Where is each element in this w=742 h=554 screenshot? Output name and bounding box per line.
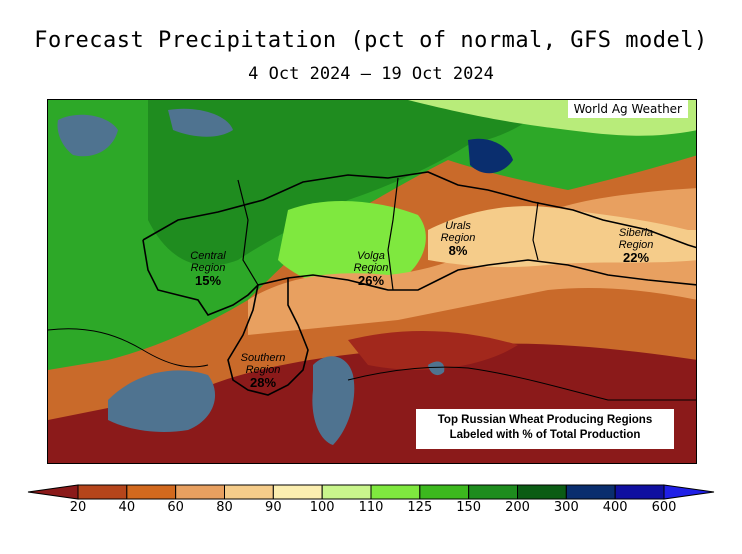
credit-label: World Ag Weather [567,100,688,118]
legend-tick-label: 100 [309,500,335,515]
legend-swatch [370,484,421,500]
legend-swatch [517,484,567,500]
legend-swatch [77,484,128,500]
region-border-south [142,239,696,316]
country-border-ukraine [48,328,209,368]
internal-border-2 [387,177,399,291]
legend-tick-label: 90 [265,500,282,515]
legend-swatch [565,484,616,500]
southern-region-border [227,278,309,396]
internal-border-3 [532,201,539,261]
legend-tick-label: 400 [602,500,628,515]
legend-tick-label: 125 [407,500,433,515]
region-label-urals: Urals Region 8% [440,220,476,258]
lake-ladoga [168,108,233,137]
legend-swatch [175,484,226,500]
precipitation-map: World Ag Weather Central Region 15% Volg… [47,99,697,464]
legend-swatch [419,484,470,500]
legend-tick-label: 150 [456,500,482,515]
date-range: 4 Oct 2024 — 19 Oct 2024 [248,64,494,84]
very-wet-spot [468,138,513,174]
legend-tick-label: 200 [505,500,530,515]
region-border-north [142,171,696,249]
legend-tick-label: 600 [651,500,677,515]
region-label-volga: Volga Region 26% [353,250,389,288]
caspian-sea [312,356,355,445]
legend-arrow-left [27,484,79,500]
legend-swatch [224,484,274,500]
legend-tick-label: 110 [358,500,384,515]
chart-title: Forecast Precipitation (pct of normal, G… [34,28,708,53]
near-normal-zone-east [428,206,696,268]
baltic-sea [57,114,118,157]
color-legend [27,484,715,500]
legend-tick-label: 80 [216,500,233,515]
region-label-southern: Southern Region 28% [240,352,286,390]
country-border-kazakhstan [347,366,696,401]
legend-swatch [272,484,323,500]
dry-zone-kazakhstan [348,330,518,370]
legend-tick-label: 60 [167,500,184,515]
internal-border-1 [237,179,259,286]
legend-swatch [614,484,665,500]
legend-swatch [321,484,372,500]
region-label-central: Central Region 15% [190,250,226,288]
legend-arrow-right [663,484,715,500]
green-patch-volga [278,200,426,291]
region-label-siberia: Siberia Region 22% [618,227,654,265]
legend-swatch [468,484,518,500]
aral-sea [428,361,445,376]
legend-tick-label: 40 [118,500,136,515]
legend-tick-label: 20 [69,500,87,515]
map-note: Top Russian Wheat Producing Regions Labe… [416,409,674,449]
black-sea [108,370,216,432]
legend-swatch [126,484,177,500]
legend-tick-label: 300 [553,500,579,515]
